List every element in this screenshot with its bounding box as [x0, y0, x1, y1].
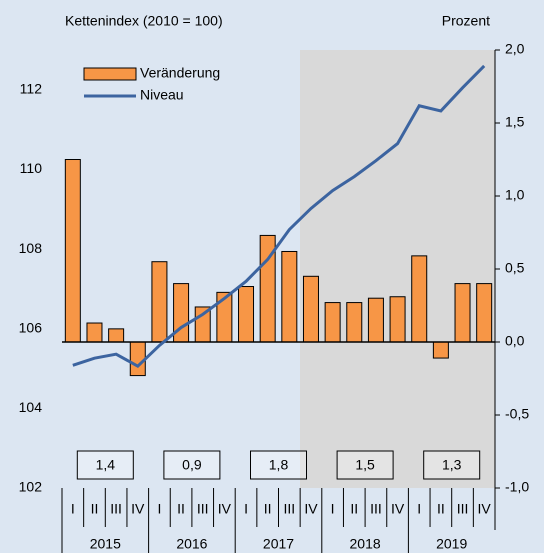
x-tick-label: III — [457, 501, 469, 517]
y-tick-label: 106 — [19, 319, 43, 335]
x-tick-label: II — [91, 501, 99, 517]
x-tick-label: III — [370, 501, 382, 517]
bar — [432, 341, 449, 359]
bar — [238, 286, 255, 343]
x-tick-label: I — [417, 501, 421, 517]
x-tick-label: I — [71, 501, 75, 517]
x-tick-label: III — [283, 501, 295, 517]
x-tick-label: I — [331, 501, 335, 517]
bar — [324, 302, 341, 343]
x-tick-label: II — [177, 501, 185, 517]
y-axis-label: Kettenindex (2010 = 100) — [65, 13, 223, 29]
annotation: 1,3 — [442, 457, 462, 473]
x-tick-label: I — [244, 501, 248, 517]
bar — [64, 159, 81, 343]
annotation-box — [163, 450, 221, 480]
y-tick-label: 112 — [20, 81, 43, 97]
y2-tick-label: 0,5 — [505, 260, 525, 276]
x-tick-label: III — [110, 501, 122, 517]
year-label: 2016 — [176, 536, 207, 552]
bar — [411, 255, 428, 343]
annotation-box — [423, 450, 481, 480]
annotation-box — [76, 450, 134, 480]
year-label: 2019 — [436, 536, 467, 552]
forecast-shade — [300, 50, 495, 488]
annotation-box — [336, 450, 394, 480]
y-tick-label: 108 — [19, 240, 43, 256]
line — [72, 64, 486, 369]
bar — [367, 297, 384, 343]
bar — [454, 283, 471, 343]
x-tick-label: IV — [218, 501, 232, 517]
y2-tick-label: 1,5 — [505, 114, 525, 130]
x-tick-label: IV — [478, 501, 492, 517]
legend-label: Niveau — [140, 87, 184, 103]
bar — [129, 341, 146, 377]
bar — [302, 275, 319, 343]
annotation: 1,8 — [269, 457, 289, 473]
y2-tick-label: 2,0 — [505, 41, 525, 57]
x-tick-label: III — [197, 501, 209, 517]
y2-tick-label: -1,0 — [505, 479, 529, 495]
y2-axis-label: Prozent — [442, 13, 490, 29]
bar — [346, 302, 363, 343]
y-tick-label: 102 — [19, 479, 43, 495]
x-tick-label: I — [157, 501, 161, 517]
annotation-box — [250, 450, 307, 480]
bar — [476, 283, 493, 343]
y2-tick-label: 1,0 — [505, 187, 525, 203]
bar — [86, 322, 103, 343]
year-label: 2018 — [350, 536, 381, 552]
x-tick-label: IV — [304, 501, 318, 517]
annotation: 0,9 — [182, 457, 202, 473]
bar — [108, 328, 125, 343]
x-tick-label: II — [437, 501, 445, 517]
bar — [151, 261, 168, 343]
bar — [389, 296, 406, 343]
y-tick-label: 110 — [20, 160, 43, 176]
bar — [281, 250, 298, 343]
year-label: 2015 — [90, 536, 121, 552]
x-tick-label: II — [350, 501, 358, 517]
x-tick-label: IV — [391, 501, 405, 517]
annotation: 1,5 — [355, 457, 375, 473]
x-tick-label: II — [264, 501, 272, 517]
y2-tick-label: -0,5 — [505, 406, 529, 422]
year-label: 2017 — [263, 536, 294, 552]
legend-label: Veränderung — [140, 65, 220, 81]
x-tick-label: IV — [131, 501, 145, 517]
y2-tick-label: 0,0 — [505, 333, 525, 349]
legend-swatch — [83, 67, 137, 81]
annotation: 1,4 — [96, 457, 116, 473]
y-tick-label: 104 — [19, 399, 43, 415]
